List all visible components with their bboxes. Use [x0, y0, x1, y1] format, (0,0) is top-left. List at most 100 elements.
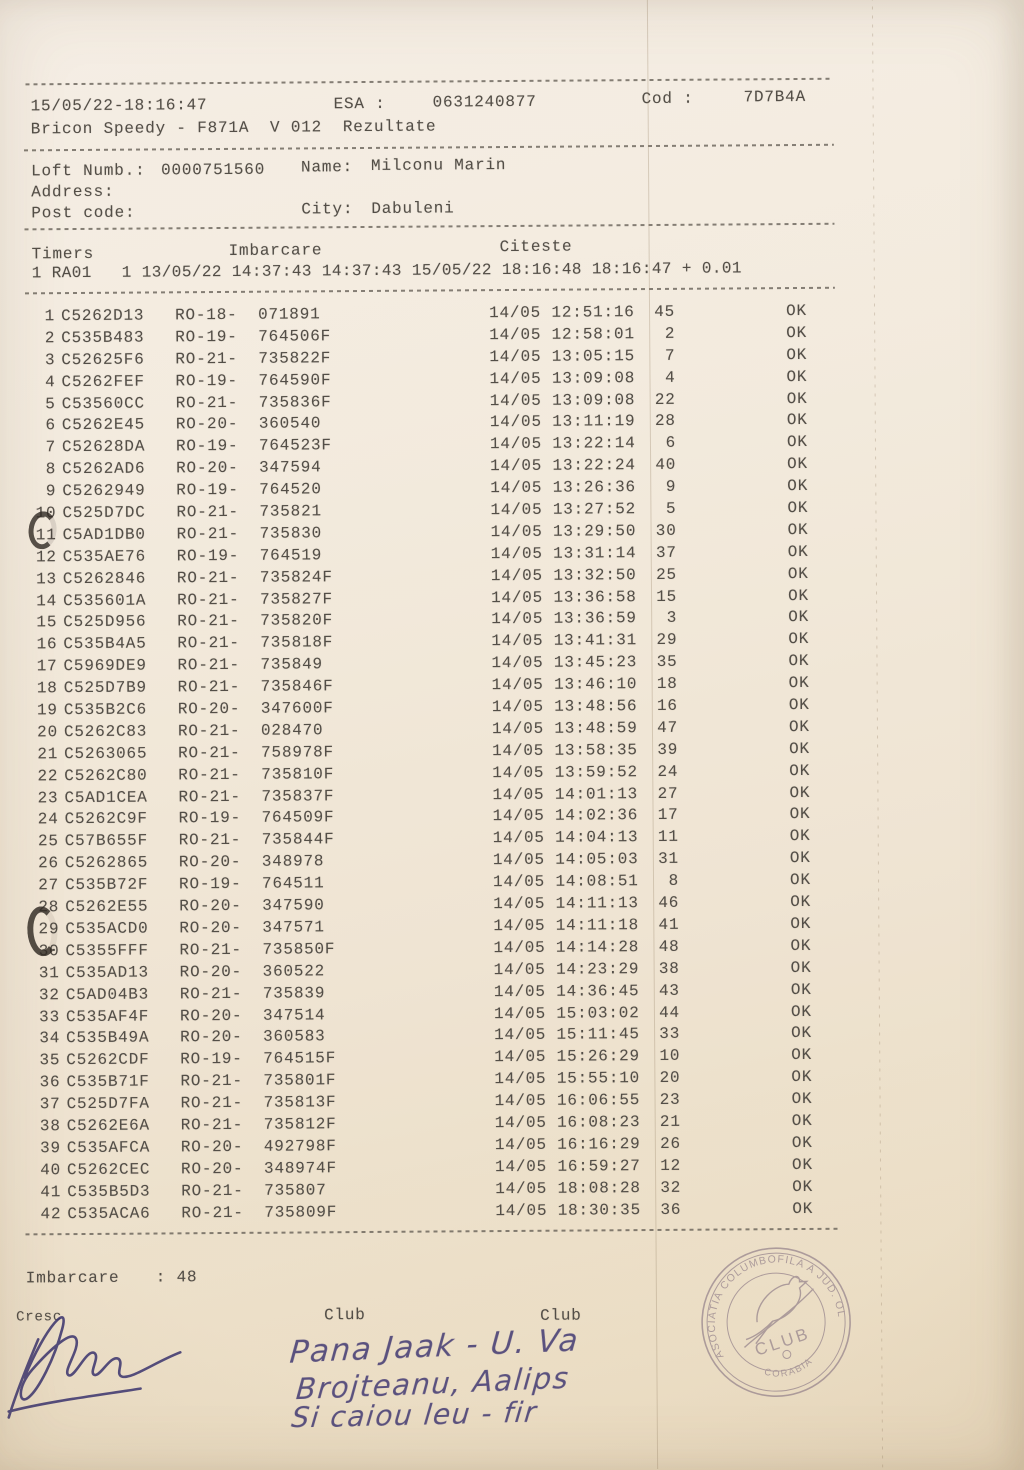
city-value: Dabuleni [371, 199, 455, 218]
cell-datetime: 14/05 14:11:18 [493, 916, 640, 936]
cell-number: 071891 [257, 305, 321, 324]
cell-number: 735812F [263, 1115, 337, 1134]
club-label-1: Club [323, 1306, 366, 1325]
cell-number: 347590 [262, 896, 325, 915]
cell-status: OK [790, 892, 812, 912]
cell-ring: C535B49A [66, 1028, 150, 1048]
cell-datetime: 14/05 13:48:59 [491, 719, 638, 739]
cell-datetime: 14/05 14:14:28 [493, 937, 640, 957]
cell-status: OK [791, 1133, 813, 1152]
cell-number: 360583 [263, 1027, 326, 1047]
cell-series: RO-21- [177, 656, 240, 675]
cell-series: RO-21- [177, 678, 241, 697]
cell-datetime: 14/05 13:11:19 [489, 412, 636, 432]
report-datetime: 15/05/22-18:16:47 [30, 96, 208, 116]
cell-status: OK [786, 411, 808, 430]
cell-ring: C5262949 [62, 481, 146, 501]
name-label: Name: [300, 158, 354, 177]
cell-status: OK [785, 301, 807, 321]
cell-ring: C535B483 [61, 328, 145, 348]
cell-ring: C5355FFF [65, 941, 149, 960]
cell-number: 735836F [258, 392, 332, 412]
cell-pos: 27 [38, 876, 60, 895]
cell-number: 764520 [259, 480, 322, 499]
cell-ring: C5263065 [64, 744, 148, 763]
cell-pos: 33 [39, 1007, 61, 1026]
dashed-separator [24, 222, 835, 231]
cell-datetime: 14/05 18:08:28 [495, 1178, 641, 1198]
cell-ring: C535B72F [64, 875, 149, 895]
cod-label: Cod : [641, 89, 694, 109]
esa-label: ESA : [333, 94, 386, 114]
cell-status: OK [786, 345, 808, 364]
handwriting-line-3: Si caiou leu - fir [289, 1395, 539, 1435]
cell-ring: C5262C9F [64, 810, 148, 829]
city-label: City: [301, 200, 354, 219]
cell-status: OK [791, 1089, 813, 1109]
cell-ring: C5262E6A [66, 1116, 150, 1136]
cell-datetime: 14/05 14:11:13 [493, 894, 639, 914]
cell-number: 764590F [258, 370, 332, 390]
cell-pos: 38 [39, 1117, 61, 1136]
cell-series: RO-21- [178, 831, 242, 850]
cell-pos: 12 [35, 547, 57, 567]
cell-series: RO-21- [175, 393, 239, 412]
club-stamp: CLUB CORABIA ASOCIATIA COLUMBOFILA A JUD… [694, 1240, 851, 1397]
cell-pos: 20 [37, 723, 59, 742]
cell-series: RO-21- [180, 1093, 244, 1113]
cell-series: RO-19- [178, 875, 242, 894]
cell-ring: C5262846 [62, 569, 147, 588]
cell-status: OK [789, 805, 811, 824]
cell-status: OK [789, 849, 811, 868]
cell-pos: 13 [36, 569, 57, 589]
cell-status: OK [788, 608, 810, 627]
cell-series: RO-21- [177, 612, 240, 631]
cell-datetime: 14/05 16:08:23 [494, 1113, 641, 1133]
cell-pos: 18 [36, 679, 58, 698]
cell-number: 735830 [259, 524, 323, 543]
cell-datetime: 14/05 13:09:08 [489, 390, 636, 410]
cell-series: RO-21- [176, 568, 240, 588]
cell-number: 764523F [258, 436, 332, 456]
cell-pos: 37 [39, 1095, 61, 1114]
cell-datetime: 14/05 13:36:59 [491, 609, 637, 629]
cell-datetime: 14/05 14:36:45 [493, 981, 640, 1001]
cell-datetime: 14/05 13:41:31 [491, 631, 638, 651]
citeste-header: Citeste [499, 237, 573, 257]
cell-datetime: 14/05 18:30:35 [495, 1200, 642, 1220]
cell-ring: C5262865 [64, 853, 149, 873]
cell-series: RO-21- [178, 787, 241, 806]
cell-series: RO-19- [178, 809, 242, 828]
cell-datetime: 14/05 13:59:52 [492, 762, 638, 782]
cell-status: OK [787, 520, 809, 539]
cell-status: OK [787, 542, 809, 561]
cell-ring: C53560CC [61, 394, 145, 413]
cell-ring: C5262E55 [65, 897, 149, 917]
cell-series: RO-21- [178, 765, 241, 785]
cell-number: 735821 [259, 502, 322, 521]
address-label: Address: [31, 182, 115, 202]
cell-datetime: 14/05 16:59:27 [494, 1156, 641, 1176]
cell-number: 735813F [263, 1093, 337, 1112]
cell-status: OK [788, 717, 810, 736]
cell-ring: C535AE76 [62, 547, 147, 566]
cell-series: RO-20- [179, 1006, 243, 1025]
cell-datetime: 14/05 15:26:29 [494, 1047, 640, 1067]
cell-datetime: 14/05 12:58:01 [489, 325, 635, 345]
cell-ring: C525D956 [63, 613, 147, 632]
cell-pos: 9 [45, 482, 57, 501]
cell-series: RO-20- [178, 853, 242, 872]
timer-row: 1 RA01 1 13/05/22 14:37:43 14:37:43 15/0… [31, 259, 742, 283]
cell-pos: 41 [40, 1182, 62, 1201]
cell-status: OK [786, 367, 808, 386]
cell-series: RO-21- [177, 634, 240, 653]
cell-series: RO-21- [180, 1072, 243, 1091]
loft-label: Loft Numb.: [30, 161, 146, 181]
cell-number: 735837F [261, 786, 335, 806]
cell-number: 028470 [260, 721, 324, 740]
cell-series: RO-19- [176, 481, 239, 500]
imbarcare-header: Imbarcare [228, 241, 323, 260]
cell-ring: C5262FEF [61, 372, 145, 391]
results-table: 1 C5262D13 RO-18- 071891 14/05 12:51:16 4 5 OK 2… [0, 300, 1024, 1227]
